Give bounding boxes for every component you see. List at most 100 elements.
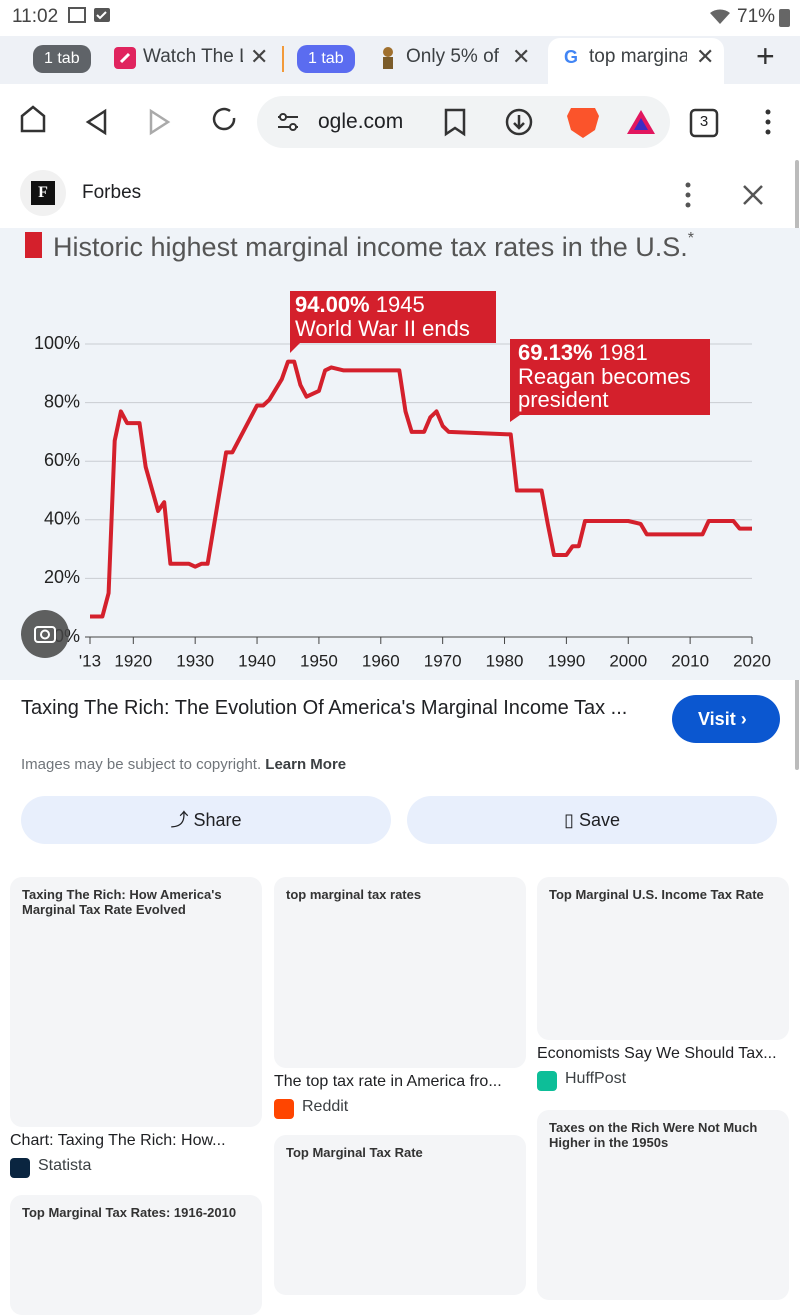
y-tick-label: 80% <box>44 391 80 411</box>
battery-icon <box>779 9 790 27</box>
tab-favicon <box>114 47 136 69</box>
copyright-note: Images may be subject to copyright. Lear… <box>21 756 347 773</box>
close-viewer[interactable] <box>743 185 763 205</box>
tab-favicon: G <box>564 47 579 67</box>
x-tick-label: 2010 <box>671 651 709 670</box>
tab-title[interactable]: Only 5% of n <box>406 46 504 67</box>
y-tick-label: 60% <box>44 450 80 470</box>
result-thumbnail[interactable]: Taxes on the Rich Were Not Much Higher i… <box>537 1110 789 1300</box>
y-tick-label: 100% <box>34 333 80 353</box>
tab-favicon <box>383 47 393 69</box>
source-icon <box>274 1099 294 1119</box>
callout-year: 1945 <box>376 292 425 317</box>
y-tick-label: 20% <box>44 567 80 587</box>
x-tick-label: 2020 <box>733 651 771 670</box>
tab-group[interactable]: 1 tab <box>33 45 91 73</box>
x-tick-label: 1950 <box>300 651 338 670</box>
x-tick-label: 2000 <box>609 651 647 670</box>
tab-title[interactable]: top marginal <box>589 46 687 67</box>
callout-text: World War II ends <box>295 316 470 341</box>
x-tick-label: 1970 <box>424 651 462 670</box>
callout-head: 94.00% 1945 <box>295 292 425 317</box>
viewer-actions <box>685 182 763 208</box>
x-tick-label: 1990 <box>547 651 585 670</box>
tab-title[interactable]: Watch The L <box>143 46 243 67</box>
visit-label: Visit <box>698 709 736 729</box>
chart: Historic highest marginal income tax rat… <box>0 228 800 680</box>
tab-group[interactable]: 1 tab <box>297 45 355 73</box>
x-tick-label: 1930 <box>176 651 214 670</box>
result-caption[interactable]: Economists Say We Should Tax... <box>537 1045 777 1062</box>
source-icon <box>10 1158 30 1178</box>
callout-value: 69.13% <box>518 340 593 365</box>
result-source: Statista <box>38 1157 92 1174</box>
visit-button[interactable]: Visit › <box>672 695 780 743</box>
tab-switcher[interactable] <box>689 108 719 138</box>
save-button[interactable]: ▯ Save <box>407 796 777 844</box>
callout-box <box>510 339 710 422</box>
battery-level: 71% <box>737 6 776 27</box>
x-tick-label: '13 <box>79 651 101 670</box>
x-tick-label: 1920 <box>114 651 152 670</box>
result-caption[interactable]: Chart: Taxing The Rich: How... <box>10 1132 226 1149</box>
tab-close[interactable]: ✕ <box>250 44 269 69</box>
x-tick-label: 1960 <box>362 651 400 670</box>
menu-button[interactable] <box>765 109 771 135</box>
thumbnail-title: top marginal tax rates <box>286 887 422 902</box>
tab-divider <box>282 46 284 72</box>
status-icons <box>68 7 110 23</box>
clock: 11:02 <box>12 6 59 27</box>
callout-head: 69.13% 1981 <box>518 340 648 365</box>
thumbnail-title: Top Marginal Tax Rates: 1916-2010 <box>22 1205 237 1220</box>
tab-close[interactable]: ✕ <box>696 44 715 69</box>
source-logo: F <box>31 181 55 205</box>
brave-button[interactable] <box>567 108 599 138</box>
site-settings[interactable] <box>278 113 298 131</box>
home-button[interactable] <box>20 105 46 133</box>
thumbnail-title: Taxes on the Rich Were Not Much Higher i… <box>549 1120 758 1150</box>
tab-count: 3 <box>699 113 709 130</box>
x-tick-label: 1940 <box>238 651 276 670</box>
thumbnail-title: Taxing The Rich: How America's Marginal … <box>22 887 222 917</box>
thumbnail-title: Top Marginal U.S. Income Tax Rate <box>549 887 764 902</box>
url[interactable]: ogle.com <box>318 110 404 133</box>
result-thumbnail[interactable]: top marginal tax rates <box>274 877 526 1068</box>
share-button[interactable]: ⤴ Share <box>21 796 391 844</box>
wifi-icon <box>710 9 730 24</box>
lens-icon <box>34 626 56 643</box>
download-button[interactable] <box>505 108 533 136</box>
y-tick-label: 40% <box>44 509 80 529</box>
data-line <box>90 359 752 619</box>
x-tick-label: 1980 <box>486 651 524 670</box>
result-source: HuffPost <box>565 1070 627 1087</box>
result-thumbnail[interactable]: Taxing The Rich: How America's Marginal … <box>10 877 262 1127</box>
active-tab[interactable] <box>548 38 724 86</box>
learn-more[interactable]: Learn More <box>265 756 347 773</box>
callout-text: president <box>518 387 609 412</box>
result-caption[interactable]: The top tax rate in America fro... <box>274 1073 502 1090</box>
result-source: Reddit <box>302 1098 349 1115</box>
callout-year: 1981 <box>599 340 648 365</box>
callout-text: Reagan becomes <box>518 364 690 389</box>
result-thumbnail[interactable]: Top Marginal Tax Rate <box>274 1135 526 1295</box>
back-button[interactable] <box>85 108 107 136</box>
tab-close[interactable]: ✕ <box>512 44 531 69</box>
more-options[interactable] <box>685 182 691 208</box>
new-tab[interactable]: + <box>756 38 775 74</box>
title-marker <box>25 232 42 258</box>
callout-value: 94.00% <box>295 292 370 317</box>
source-name[interactable]: Forbes <box>82 182 142 203</box>
reload-button[interactable] <box>212 107 236 131</box>
callout-box <box>287 291 496 353</box>
result-thumbnail[interactable]: Top Marginal Tax Rates: 1916-2010 <box>10 1195 262 1315</box>
chart-title: Historic highest marginal income tax rat… <box>53 230 694 262</box>
source-icon <box>537 1071 557 1091</box>
forward-button[interactable] <box>149 108 171 136</box>
thumbnail-title: Top Marginal Tax Rate <box>286 1145 423 1160</box>
lens-button[interactable] <box>21 610 69 658</box>
result-thumbnail[interactable]: Top Marginal U.S. Income Tax Rate <box>537 877 789 1040</box>
bookmark-button[interactable] <box>444 108 466 137</box>
toolbar <box>20 96 771 148</box>
image-caption[interactable]: Taxing The Rich: The Evolution Of Americ… <box>21 697 628 719</box>
page: 11:02 71% 1 tab Watch The L ✕ 1 tab Only… <box>0 6 800 1315</box>
